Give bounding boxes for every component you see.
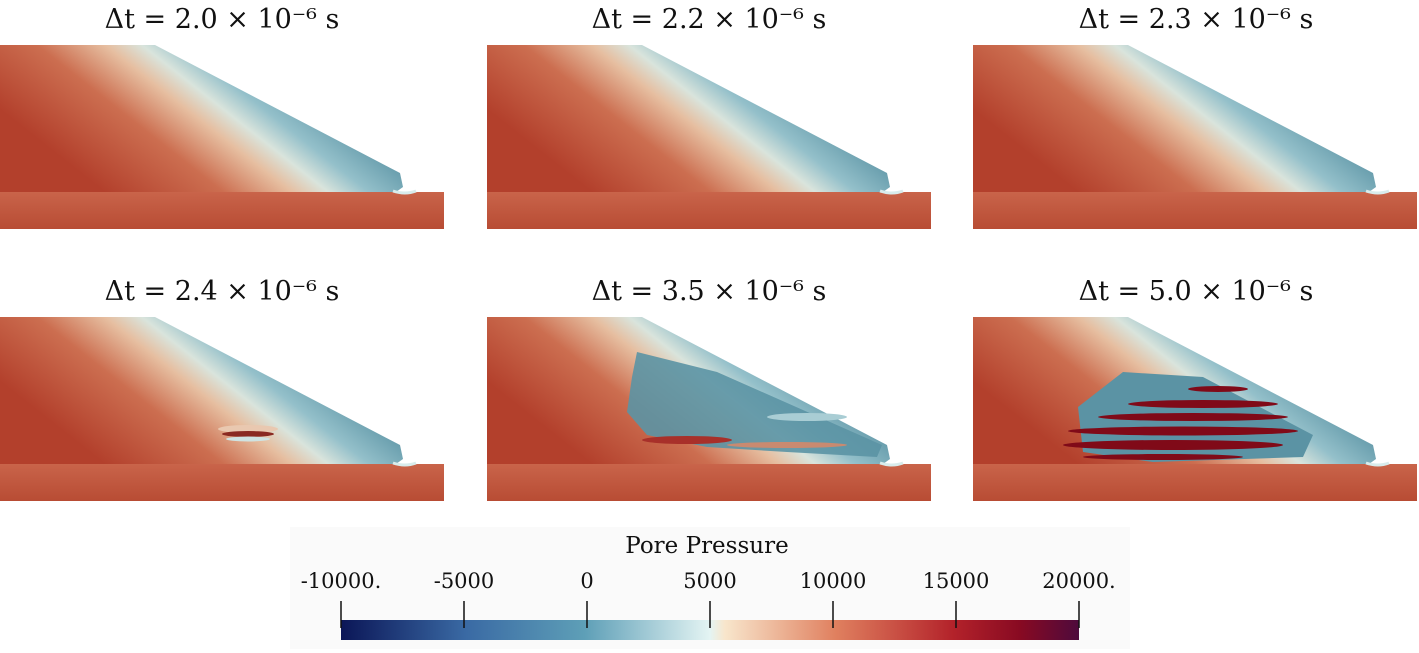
colorbar-ticks: -10000. -5000 0 5000 10000 15000 20000.	[301, 569, 1116, 628]
panel	[485, 315, 933, 503]
tick-label: -5000	[434, 569, 495, 593]
panel-title: Δt = 2.3 × 10⁻⁶ s	[1079, 4, 1314, 35]
tick-label: 5000	[683, 569, 736, 593]
panel	[0, 315, 446, 503]
tick-label: 15000	[923, 569, 990, 593]
panel	[971, 43, 1419, 231]
colorbar	[341, 620, 1079, 640]
panel	[0, 43, 446, 231]
panel	[971, 315, 1419, 503]
panel-title: Δt = 2.4 × 10⁻⁶ s	[105, 276, 340, 307]
panel-title: Δt = 5.0 × 10⁻⁶ s	[1079, 276, 1314, 307]
panel-title: Δt = 2.2 × 10⁻⁶ s	[592, 4, 827, 35]
tick-label: 20000.	[1042, 569, 1115, 593]
tick-label: 10000	[800, 569, 867, 593]
colorbar-title: Pore Pressure	[625, 533, 788, 559]
panel	[485, 43, 933, 231]
panel-title: Δt = 2.0 × 10⁻⁶ s	[105, 4, 340, 35]
tick-label: 0	[580, 569, 593, 593]
tick-label: -10000.	[301, 569, 382, 593]
panel-title: Δt = 3.5 × 10⁻⁶ s	[592, 276, 827, 307]
